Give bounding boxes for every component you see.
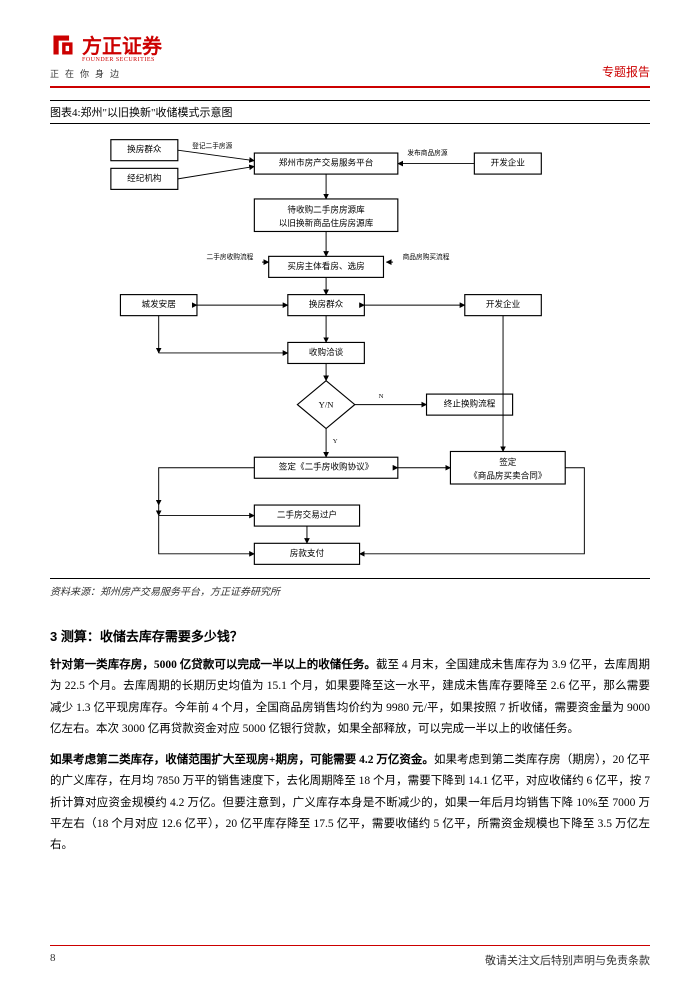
paragraph-1: 针对第一类库存房，5000 亿贷款可以完成一半以上的收储任务。截至 4 月末，全… bbox=[50, 655, 650, 740]
founder-logo-icon bbox=[50, 32, 76, 58]
page-header: 方正证券 FOUNDER SECURITIES 正在你身边 专题报告 bbox=[50, 30, 650, 88]
logo-subtitle: FOUNDER SECURITIES bbox=[82, 57, 162, 63]
logo-text: 方正证券 bbox=[82, 30, 162, 59]
section-3-title: 3 测算：收储去库存需要多少钱？ bbox=[50, 626, 650, 645]
logo-block: 方正证券 FOUNDER SECURITIES 正在你身边 bbox=[50, 30, 162, 80]
flowchart-diagram: 换房群众 经纪机构 郑州市房产交易服务平台 开发企业 登记二手房源 发布商品房源… bbox=[50, 132, 650, 572]
node-pool-b: 以旧换新商品住房房源库 bbox=[279, 217, 374, 228]
node-kaifa-1: 开发企业 bbox=[491, 157, 526, 168]
paragraph-2: 如果考虑第二类库存，收储范围扩大至现房+期房，可能需要 4.2 万亿资金。如果考… bbox=[50, 750, 650, 856]
page-number: 8 bbox=[50, 952, 56, 968]
node-pool-a: 待收购二手房房源库 bbox=[287, 203, 365, 214]
node-sign-2nd: 签定《二手房收购协议》 bbox=[279, 461, 374, 472]
figure-title: 图表4:郑州"以旧换新"收储模式示意图 bbox=[50, 100, 650, 124]
paragraph-2-bold: 如果考虑第二类库存，收储范围扩大至现房+期房，可能需要 4.2 万亿资金。 bbox=[50, 754, 434, 766]
logo-tagline: 正在你身边 bbox=[50, 67, 162, 80]
node-shougou-qiatan: 收购洽谈 bbox=[309, 346, 344, 357]
node-chengfa-anju: 城发安居 bbox=[142, 298, 177, 309]
edge-label-publish: 发布商品房源 bbox=[407, 148, 447, 157]
node-platform: 郑州市房产交易服务平台 bbox=[279, 157, 374, 168]
edge-label-register: 登记二手房源 bbox=[192, 141, 232, 150]
node-sign-new-a: 签定 bbox=[499, 456, 517, 467]
page-footer: 8 敬请关注文后特别声明与免责条款 bbox=[50, 945, 650, 968]
figure-source: 资料来源：郑州房产交易服务平台，方正证券研究所 bbox=[50, 578, 650, 598]
paragraph-2-rest: 如果考虑到第二类库存房（期房），20 亿平的广义库存，在月均 7850 万平的销… bbox=[50, 754, 650, 851]
node-huanfang-qunzhong-2: 换房群众 bbox=[309, 298, 344, 309]
node-kaifa-2: 开发企业 bbox=[486, 298, 521, 309]
node-jingji-jigou: 经纪机构 bbox=[127, 172, 162, 183]
edge-label-flow2: 商品房购买流程 bbox=[403, 252, 450, 261]
node-payment: 房款支付 bbox=[290, 547, 325, 558]
node-huanfang-qunzhong-1: 换房群众 bbox=[127, 143, 162, 154]
node-sign-new-b: 《商品房买卖合同》 bbox=[469, 469, 546, 480]
edge-label-n: N bbox=[379, 393, 384, 400]
node-view-select: 买房主体看房、选房 bbox=[287, 260, 364, 271]
paragraph-1-bold: 针对第一类库存房，5000 亿贷款可以完成一半以上的收储任务。 bbox=[50, 659, 376, 671]
node-transfer: 二手房交易过户 bbox=[277, 509, 337, 520]
node-terminate: 终止换购流程 bbox=[444, 398, 496, 409]
report-type-label: 专题报告 bbox=[602, 63, 650, 80]
edge-label-y: Y bbox=[333, 438, 338, 445]
footer-note: 敬请关注文后特别声明与免责条款 bbox=[485, 952, 650, 968]
node-decision: Y/N bbox=[319, 400, 335, 410]
edge-label-flow1: 二手房收购流程 bbox=[207, 252, 254, 261]
